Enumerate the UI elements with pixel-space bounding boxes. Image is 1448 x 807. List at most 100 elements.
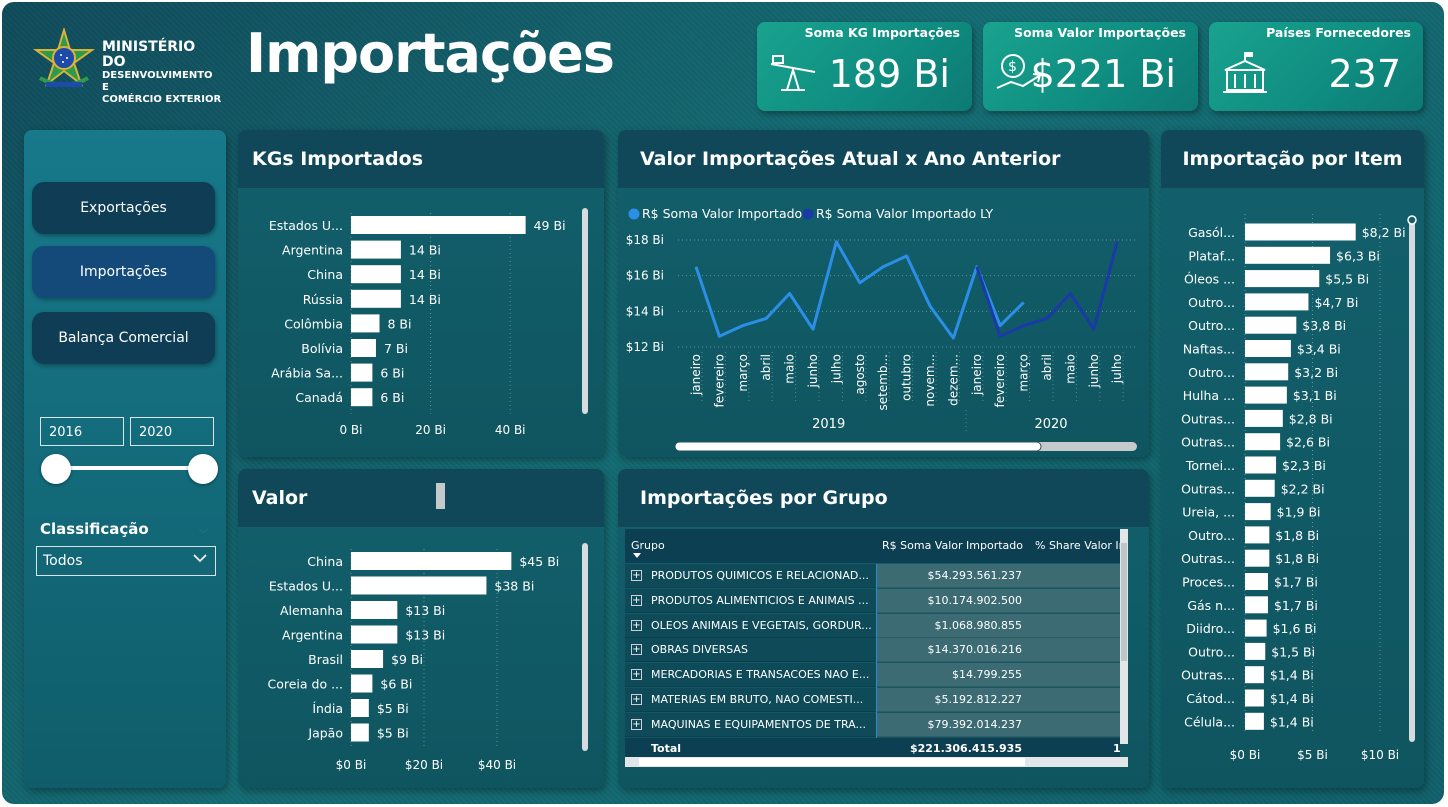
- scrollbar-top-handle: [1407, 215, 1417, 225]
- group-name: MERCADORIAS E TRANSACOES NAO E...: [651, 668, 870, 682]
- category-label: Outro...: [1188, 318, 1235, 333]
- item-panel: Importação por Item $0 Bi $5 Bi $10 Bi Gasó…: [1161, 130, 1424, 788]
- expand-plus-icon[interactable]: +: [631, 718, 642, 730]
- title-scroll-indicator[interactable]: [436, 483, 445, 509]
- table-row[interactable]: [625, 712, 876, 737]
- data-label: $1,5 Bi: [1271, 644, 1315, 659]
- table-row[interactable]: [625, 564, 876, 588]
- expand-plus-icon[interactable]: +: [631, 619, 642, 631]
- x-tick-label: janeiro: [970, 354, 984, 396]
- y-tick-label: $14 Bi: [626, 304, 664, 318]
- legend-label: R$ Soma Valor Importado LY: [816, 206, 993, 221]
- brazil-coat-of-arms-icon: [32, 28, 96, 87]
- expand-plus-icon[interactable]: +: [631, 594, 642, 606]
- h-scrollbar-thumb: [674, 441, 1042, 452]
- h-scrollbar-thumb[interactable]: [639, 758, 1025, 766]
- bar: [351, 388, 373, 407]
- data-label: 8 Bi: [388, 316, 412, 331]
- table-row[interactable]: [625, 588, 876, 613]
- year-group-label: 2020: [1034, 417, 1067, 432]
- data-label: $3,8 Bi: [1302, 318, 1346, 333]
- data-label: $2,3 Bi: [1282, 458, 1326, 473]
- year-slider-track[interactable]: [56, 466, 204, 470]
- x-tick-label: agosto: [853, 354, 867, 395]
- bar: [1245, 666, 1264, 684]
- v-scrollbar-thumb[interactable]: [1121, 543, 1127, 661]
- kpi-valor-label: Soma Valor Importações: [1014, 25, 1186, 40]
- group-name: PRODUTOS QUIMICOS E RELACIONAD...: [651, 569, 869, 582]
- data-label: $1,7 Bi: [1274, 598, 1318, 613]
- group-value: $10.174.902.500: [927, 593, 1022, 607]
- valor-panel-title-text: Valor: [252, 487, 308, 509]
- column-header[interactable]: % Share Valor Imp: [1035, 539, 1126, 552]
- category-label: Célula...: [1184, 714, 1235, 729]
- data-label: $4,7 Bi: [1314, 295, 1358, 310]
- category-label: Outro...: [1188, 295, 1235, 310]
- government-building-icon: [1223, 52, 1267, 93]
- logo-text-line1: MINISTÉRIO DO: [102, 39, 196, 70]
- bar: [1245, 386, 1287, 404]
- bar: [351, 650, 384, 668]
- data-label: $1,4 Bi: [1270, 668, 1314, 683]
- expand-plus-icon[interactable]: +: [631, 570, 642, 581]
- year-slider-start-handle[interactable]: [41, 454, 71, 484]
- sort-desc-icon[interactable]: [633, 553, 641, 558]
- category-label: Gás n...: [1187, 598, 1235, 613]
- expand-plus-icon[interactable]: +: [631, 644, 642, 656]
- group-name: PRODUTOS ALIMENTICIOS E ANIMAIS ...: [651, 593, 869, 607]
- legend-label: R$ Soma Valor Importado: [642, 206, 802, 221]
- table-row-values: [876, 613, 1120, 638]
- bar: [351, 601, 398, 619]
- table-row-values: [876, 588, 1120, 613]
- nav-balanca-button[interactable]: Balança Comercial: [32, 312, 215, 364]
- bar: [1245, 619, 1267, 637]
- table-row[interactable]: [625, 613, 876, 638]
- kpi-card-paises: Países Fornecedores 237: [1209, 22, 1423, 111]
- total-share: 1: [1113, 741, 1121, 755]
- year-end-input[interactable]: 2020: [130, 417, 214, 446]
- table-row[interactable]: [625, 638, 876, 663]
- table-row[interactable]: [625, 663, 876, 688]
- classificacao-collapse-icon[interactable]: ⌵: [199, 522, 209, 536]
- expand-plus-icon[interactable]: +: [631, 694, 642, 705]
- data-label: $3,1 Bi: [1293, 388, 1337, 403]
- year-start-input[interactable]: 2016: [40, 417, 124, 446]
- bar: [1245, 573, 1268, 590]
- category-label: Alemanha: [280, 603, 343, 618]
- category-label: Japão: [307, 726, 343, 741]
- column-header[interactable]: R$ Soma Valor Importado: [882, 539, 1023, 552]
- category-label: Coreia do ...: [267, 677, 343, 692]
- table-header-bg: [625, 529, 1120, 563]
- data-label: $1,8 Bi: [1275, 528, 1319, 543]
- table-row-values: [876, 712, 1120, 737]
- table-row[interactable]: [625, 688, 876, 712]
- bar: [1245, 246, 1331, 264]
- year-slider-end-handle[interactable]: [188, 454, 218, 484]
- category-label: Índia: [312, 701, 343, 716]
- x-tick-label: 20 Bi: [415, 423, 446, 437]
- nav-exportacoes-button[interactable]: Exportações: [32, 182, 215, 234]
- category-label: Brasil: [308, 652, 343, 667]
- nav-importacoes-button[interactable]: Importações: [32, 246, 215, 298]
- expand-plus-icon[interactable]: +: [631, 669, 642, 681]
- classificacao-value: Todos: [43, 553, 83, 569]
- kpi-kg-label: Soma KG Importações: [804, 25, 960, 40]
- category-label: Naftas...: [1183, 342, 1235, 357]
- x-tick-label: março: [736, 354, 750, 392]
- x-tick-label: dezem...: [946, 354, 960, 406]
- column-header[interactable]: Grupo: [631, 539, 665, 552]
- bar: [1245, 689, 1264, 707]
- group-value: $14.799.255: [952, 668, 1022, 682]
- category-label: Arábia Sa...: [271, 366, 343, 381]
- x-tick-label: $0 Bi: [1230, 748, 1261, 762]
- linha-panel-title: Valor Importações Atual x Ano Anterior: [618, 130, 1149, 188]
- valor-panel: Valor $0 Bi $20 Bi $40 Bi China $45 Bi Estado…: [238, 469, 604, 788]
- category-label: Estados U...: [269, 218, 343, 233]
- table-row-values: [876, 638, 1120, 663]
- total-value: $221.306.415.935: [909, 741, 1022, 755]
- classificacao-dropdown[interactable]: Todos: [36, 546, 216, 576]
- bar: [351, 216, 526, 234]
- data-label: $5 Bi: [377, 726, 409, 741]
- category-label: Outras...: [1181, 435, 1235, 450]
